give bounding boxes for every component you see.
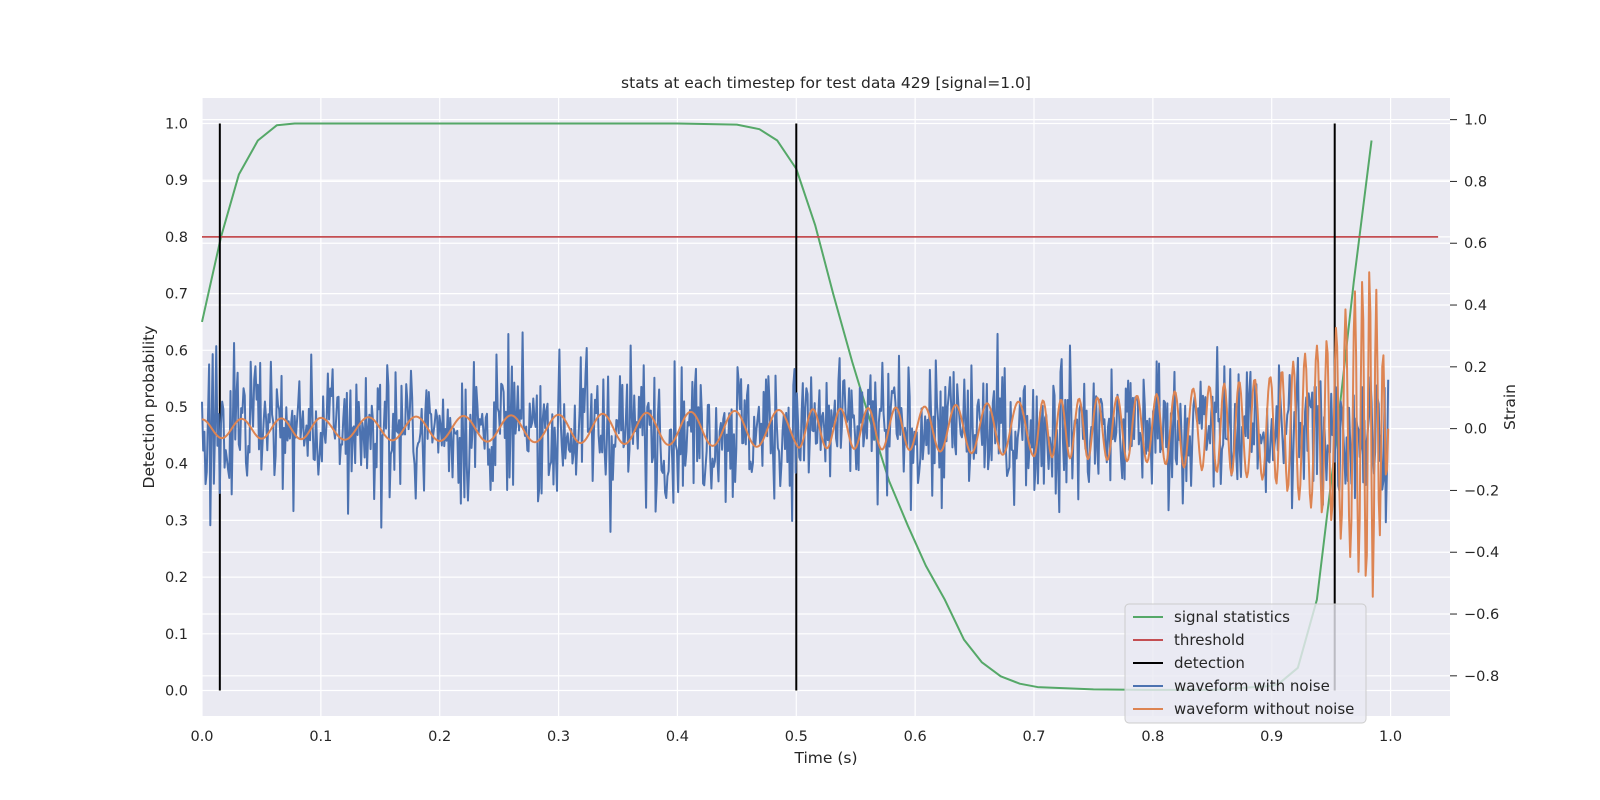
y-tick-label: 0.2 [165, 570, 188, 586]
y2-tick-label: −0.4 [1464, 545, 1499, 561]
legend-label-detection: detection [1174, 654, 1245, 672]
y-tick-label: 0.5 [165, 400, 188, 416]
x-tick-label: 0.1 [309, 729, 332, 745]
legend-label-noisy: waveform with noise [1174, 677, 1330, 695]
x-tick-label: 0.9 [1260, 729, 1283, 745]
waveform-with-noise-line [201, 331, 1390, 533]
y2-axis-label: Strain [1501, 384, 1519, 430]
y-tick-label: 0.8 [165, 230, 188, 246]
x-tick-label: 1.0 [1379, 729, 1402, 745]
chart-title: stats at each timestep for test data 429… [621, 74, 1031, 92]
legend: signal statistics threshold detection wa… [1124, 603, 1367, 724]
y2-tick-label: 0.0 [1464, 422, 1487, 438]
y2-tick-label: 1.0 [1464, 113, 1487, 129]
y2-tick-label: 0.2 [1464, 360, 1487, 376]
x-tick-label: 0.8 [1141, 729, 1164, 745]
y-tick-label: 1.0 [165, 117, 188, 133]
y-tick-label: 0.3 [165, 513, 188, 529]
y2-tick-label: −0.8 [1464, 669, 1499, 685]
x-axis-label: Time (s) [793, 749, 857, 767]
x-tick-label: 0.7 [1022, 729, 1045, 745]
legend-box [1124, 603, 1367, 724]
x-tick-label: 0.0 [190, 729, 213, 745]
y2-tick-label: −0.6 [1464, 607, 1499, 623]
y-tick-label: 0.4 [165, 457, 188, 473]
x-tick-label: 0.4 [666, 729, 689, 745]
y2-tick-label: 0.8 [1464, 174, 1487, 190]
x-tick-label: 0.3 [547, 729, 570, 745]
y-axis-label: Detection probability [140, 326, 158, 489]
y-tick-label: 0.9 [165, 173, 188, 189]
legend-label-threshold: threshold [1174, 631, 1245, 649]
y-tick-label: 0.7 [165, 287, 188, 303]
y-tick-label: 0.1 [165, 627, 188, 643]
x-tick-label: 0.2 [428, 729, 451, 745]
series-layer [201, 122, 1439, 691]
y2-tick-label: 0.6 [1464, 236, 1487, 252]
legend-label-signal: signal statistics [1174, 608, 1290, 626]
y2-tick-label: 0.4 [1464, 298, 1487, 314]
x-tick-label: 0.5 [785, 729, 808, 745]
x-tick-label: 0.6 [904, 729, 927, 745]
waveform-without-noise-line [201, 271, 1390, 598]
y-tick-label: 0.0 [165, 683, 188, 699]
ticks: 0.0 0.1 0.2 0.3 0.4 0.5 0.6 0.7 0.8 0.9 1.0 0.0 0.1 0… [165, 113, 1499, 745]
y-tick-label: 0.6 [165, 343, 188, 359]
y2-tick-label: −0.2 [1464, 483, 1499, 499]
legend-label-clean: waveform without noise [1174, 700, 1354, 718]
